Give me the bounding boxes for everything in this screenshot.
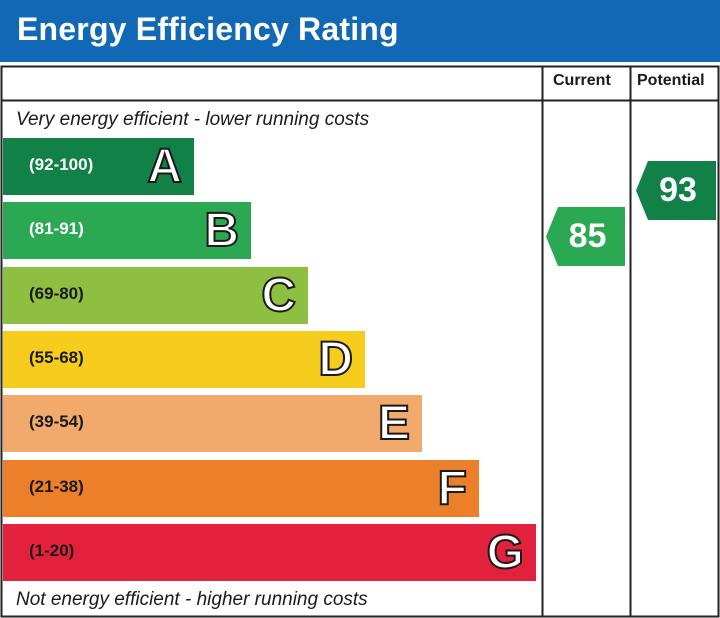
current-rating-arrow-shape [546,207,625,267]
band-g: (1-20) G [3,523,536,581]
page-title: Energy Efficiency Rating [17,11,399,47]
band-e: (39-54) E [3,395,422,453]
band-range-label: (1-20) [29,540,75,560]
current-rating-arrow-value: 85 [568,217,607,256]
band-range-label: (55-68) [29,347,84,367]
rating-grid [0,65,720,618]
band-c: (69-80) C [3,266,308,324]
column-header-potential: Potential [637,72,705,89]
band-range-label: (39-54) [29,412,84,432]
band-range-label: (92-100) [29,155,94,174]
band-letter: F [437,461,468,516]
band-b: (81-91) B [3,202,251,260]
band-d: (55-68) D [3,330,365,388]
band-range-label: (21-38) [29,476,84,496]
band-letter: A [146,139,183,194]
bottom-caption: Not energy efficient - higher running co… [16,589,368,610]
band-a: (92-100) A [3,138,194,195]
potential-rating-arrow-shape [636,161,716,220]
band-letter: D [317,332,354,387]
band-letter: G [486,525,525,580]
current-rating-arrow: 85 [546,207,625,267]
grid-frame [0,65,720,618]
column-header-current: Current [553,72,611,89]
band-range-label: (69-80) [29,283,84,303]
band-letter: C [260,268,297,323]
potential-rating-arrow-value: 93 [659,171,697,209]
header-bar: Energy Efficiency Rating [0,0,720,62]
band-f: (21-38) F [3,459,479,517]
band-letter: E [377,396,411,451]
top-caption: Very energy efficient - lower running co… [16,109,370,130]
band-range-label: (81-91) [29,219,84,239]
band-letter: B [203,203,240,258]
potential-rating-arrow: 93 [636,161,716,220]
